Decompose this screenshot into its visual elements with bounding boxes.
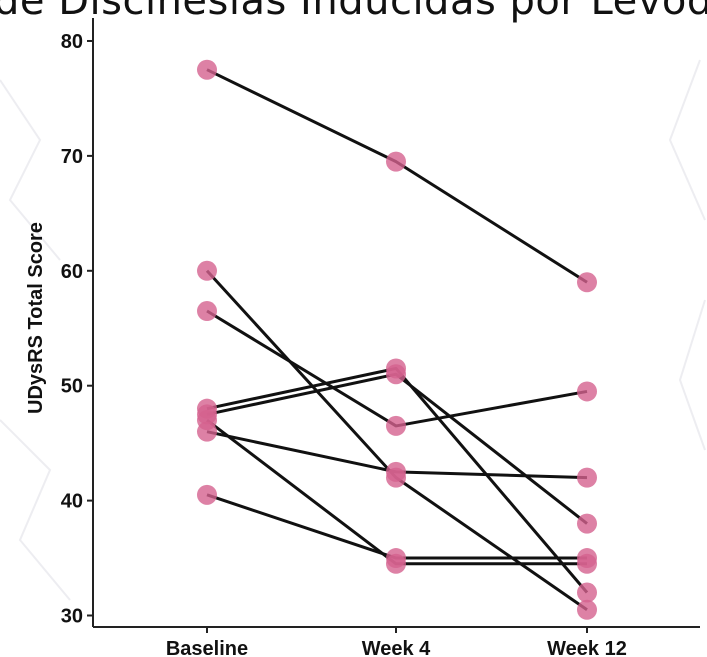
data-point: [197, 301, 217, 322]
data-points: [197, 59, 597, 620]
data-point: [577, 582, 597, 603]
y-tick-label: 70: [61, 146, 83, 168]
data-point: [386, 364, 406, 385]
x-tick-label: Week 4: [362, 638, 431, 657]
data-point: [197, 260, 217, 281]
data-point: [386, 461, 406, 482]
x-tick-label: Baseline: [166, 638, 248, 657]
axes: 30 40 50 60 70 80 Baseline Week 4 Week 12: [61, 18, 700, 657]
y-tick-label: 60: [61, 261, 83, 283]
series-line: [206, 68, 588, 284]
data-point: [577, 467, 597, 488]
y-tick-label: 40: [61, 491, 83, 513]
data-point: [577, 513, 597, 534]
data-point: [386, 415, 406, 436]
data-point: [577, 381, 597, 402]
data-point: [577, 599, 597, 620]
data-point: [197, 59, 217, 80]
y-tick-label: 50: [61, 376, 83, 398]
series-lines: [205, 68, 589, 611]
data-point: [577, 272, 597, 293]
data-point: [197, 421, 217, 442]
page-title: de Discinesias Inducidas por Levod: [0, 0, 707, 24]
y-tick-label: 80: [61, 31, 83, 53]
y-axis-title: UDysRS Total Score: [25, 222, 47, 414]
x-tick-label: Week 12: [547, 638, 627, 657]
y-tick-label: 30: [61, 606, 83, 628]
data-point: [386, 151, 406, 172]
data-point: [197, 484, 217, 505]
data-point: [577, 548, 597, 569]
series-line: [206, 418, 587, 566]
data-point: [386, 548, 406, 569]
